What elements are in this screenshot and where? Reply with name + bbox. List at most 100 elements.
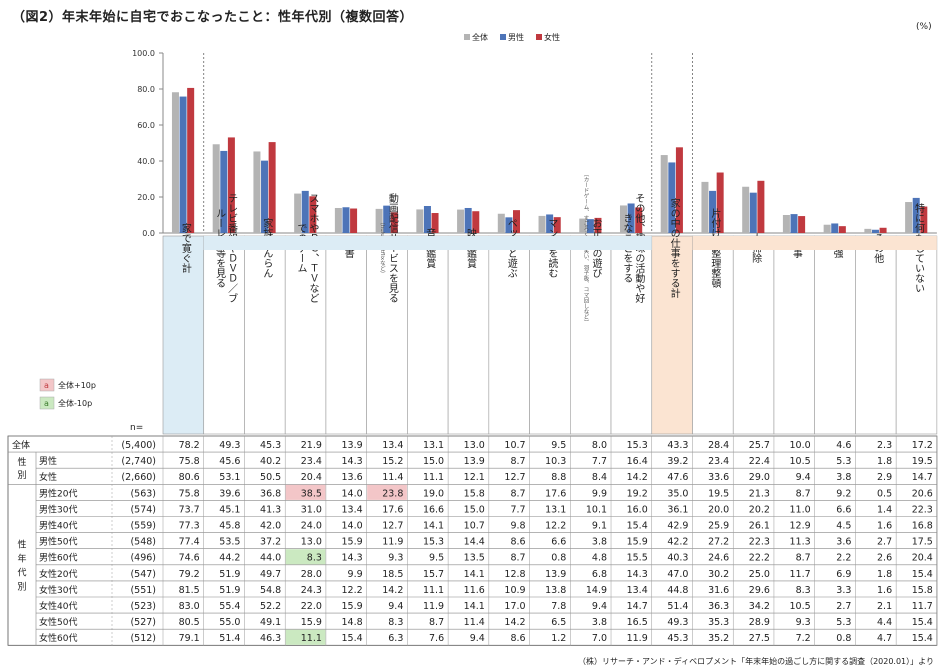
page-title: （図2）年末年始に自宅でおこなったこと：性年代別（複数回答） <box>12 10 414 25</box>
table-group-label-char: 年 <box>17 552 26 564</box>
category-header-cell <box>569 235 612 435</box>
legend-swatch <box>500 34 506 40</box>
table-cell: 45.3 <box>667 633 688 644</box>
table-cell: 34.2 <box>749 601 770 612</box>
table-cell: 24.6 <box>708 553 729 564</box>
category-header-cell <box>284 235 327 435</box>
table-cell: 75.8 <box>179 488 200 499</box>
table-cell: 6.3 <box>388 633 403 644</box>
table-cell: 31.0 <box>301 504 322 515</box>
cell-highlight-high <box>285 484 326 500</box>
table-cell: 11.1 <box>423 472 444 483</box>
bar-male <box>546 214 554 233</box>
table-cell: 15.4 <box>341 633 362 644</box>
table-cell: 46.3 <box>260 633 281 644</box>
table-cell: 14.3 <box>341 553 362 564</box>
bar-all <box>457 209 465 233</box>
bar-female <box>350 208 358 233</box>
bar-male <box>383 205 391 233</box>
table-cell: 13.4 <box>382 440 403 451</box>
table-cell: 12.8 <box>504 569 525 580</box>
bar-male <box>301 190 309 233</box>
table-cell: 12.2 <box>341 585 362 596</box>
bar-male <box>464 207 472 233</box>
table-cell: 19.5 <box>708 488 729 499</box>
table-cell: 45.8 <box>219 521 240 532</box>
table-cell: 73.7 <box>179 504 200 515</box>
table-group-label-char: 別 <box>17 470 26 481</box>
table-cell: 13.6 <box>341 472 362 483</box>
table-cell: 11.7 <box>912 601 933 612</box>
category-header-cell <box>651 235 693 435</box>
table-cell: 45.1 <box>219 504 240 515</box>
table-cell: 51.9 <box>219 585 240 596</box>
table-cell: 77.4 <box>179 537 200 548</box>
table-cell: 4.6 <box>836 440 851 451</box>
table-cell: 47.0 <box>667 569 688 580</box>
table-cell: 9.1 <box>592 521 607 532</box>
table-cell: 8.6 <box>510 633 525 644</box>
table-group-label: 全体 <box>12 439 30 451</box>
table-cell: 8.0 <box>592 440 607 451</box>
y-tick-label: 40.0 <box>137 157 155 166</box>
high-key-swatch <box>39 378 55 392</box>
table-cell: 8.3 <box>307 553 322 564</box>
table-cell: 22.3 <box>749 537 770 548</box>
table-cell: 14.9 <box>586 585 607 596</box>
table-cell: 16.6 <box>423 504 444 515</box>
table-cell: 13.8 <box>545 585 566 596</box>
table-cell: 13.1 <box>545 504 566 515</box>
table-row-label: 女性40代 <box>39 600 77 612</box>
table-cell: 9.4 <box>470 633 485 644</box>
table-cell: 15.4 <box>912 617 933 628</box>
table-cell: 23.8 <box>382 488 403 499</box>
table-cell: 15.7 <box>423 569 444 580</box>
table-cell: 4.7 <box>877 633 892 644</box>
bar-female <box>187 87 195 233</box>
bar-male <box>423 206 431 233</box>
table-cell: 14.7 <box>912 472 933 483</box>
header-band-orange <box>692 236 937 250</box>
table-cell: 11.0 <box>790 504 811 515</box>
bar-all <box>334 207 342 233</box>
table-cell: 6.6 <box>836 504 851 515</box>
table-cell: 80.6 <box>179 472 200 483</box>
table-cell: 74.6 <box>179 553 200 564</box>
table-cell: 14.3 <box>341 456 362 467</box>
table-cell: 14.3 <box>627 569 648 580</box>
table-cell: 23.4 <box>301 456 322 467</box>
table-cell: 20.2 <box>749 504 770 515</box>
bar-all <box>212 144 220 233</box>
table-cell: 36.3 <box>708 601 729 612</box>
table-cell: 10.9 <box>504 585 525 596</box>
bar-female <box>227 137 235 233</box>
table-cell: 7.2 <box>796 633 811 644</box>
table-cell: 0.8 <box>551 553 566 564</box>
table-cell: 15.2 <box>382 456 403 467</box>
bar-female <box>431 213 439 233</box>
table-cell: 39.6 <box>219 488 240 499</box>
table-cell: 22.4 <box>749 456 770 467</box>
table-cell: 45.6 <box>219 456 240 467</box>
category-header-cell <box>162 235 205 435</box>
bar-male <box>709 190 717 233</box>
bar-all <box>823 224 831 233</box>
table-cell: 10.3 <box>545 456 566 467</box>
table-cell: 22.2 <box>749 553 770 564</box>
bar-female <box>513 210 521 233</box>
table-cell: 8.3 <box>388 617 403 628</box>
table-row-label: 女性 <box>39 471 57 483</box>
table-cell: 49.3 <box>667 617 688 628</box>
bar-male <box>749 192 757 233</box>
bar-all <box>294 193 302 233</box>
table-row-n: (574) <box>130 504 156 515</box>
table-cell: 29.6 <box>749 585 770 596</box>
legend-swatch <box>536 34 542 40</box>
table-cell: 51.4 <box>219 633 240 644</box>
table-cell: 18.5 <box>382 569 403 580</box>
table-cell: 27.5 <box>749 633 770 644</box>
bar-male <box>627 203 635 233</box>
bar-female <box>757 180 765 233</box>
table-row-n: (527) <box>130 617 156 628</box>
